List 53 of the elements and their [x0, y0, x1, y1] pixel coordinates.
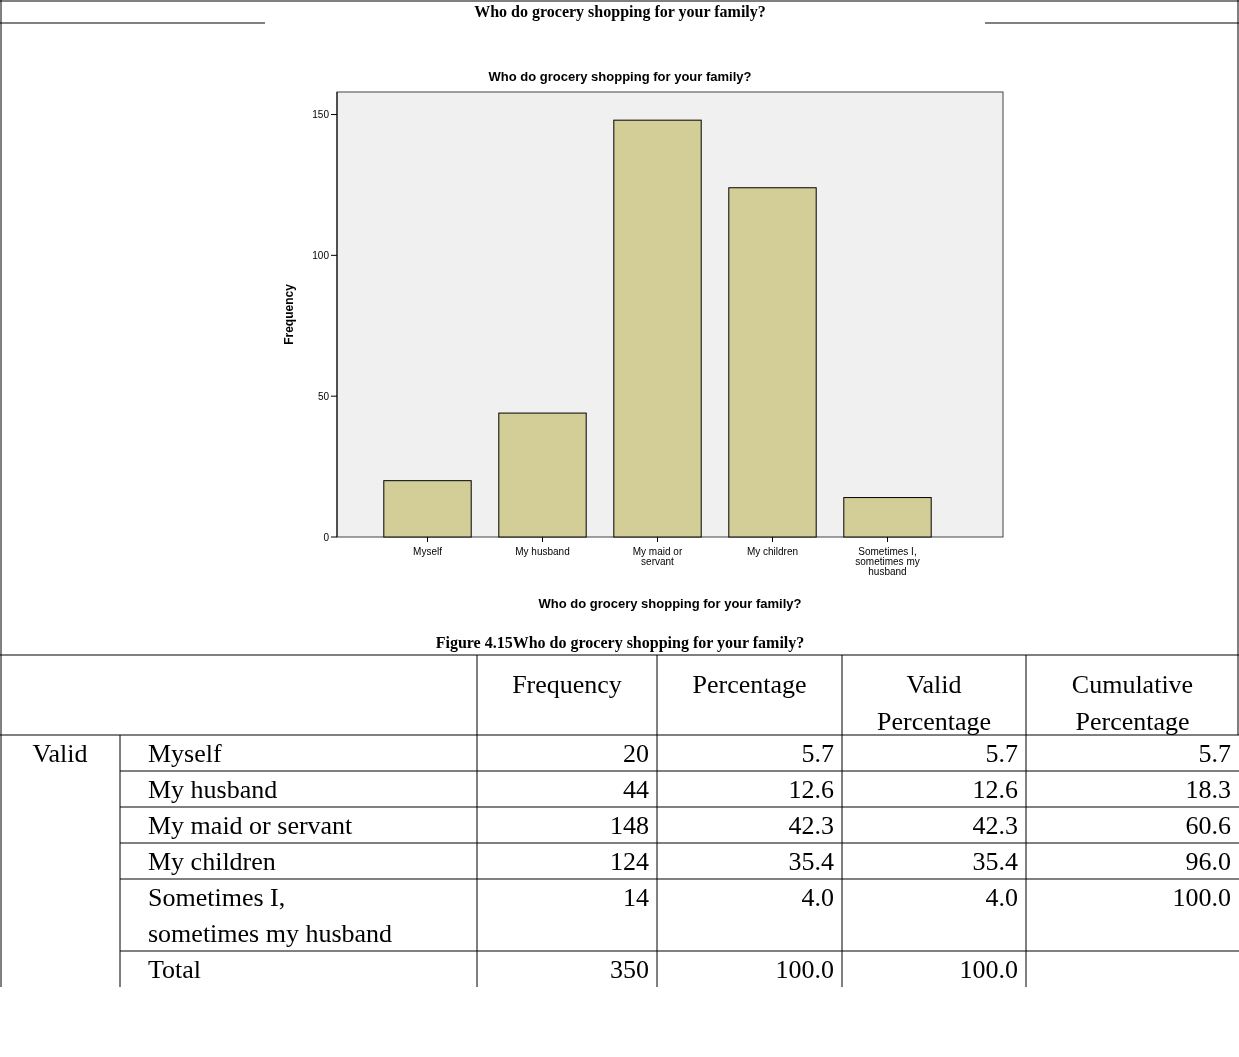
category-label: My maid or servant — [148, 811, 354, 840]
data-label: 5.7 — [985, 739, 1018, 768]
text: Who do grocery shopping for your family? — [474, 3, 766, 21]
data-label: 124 — [610, 847, 649, 876]
category-label: Total — [148, 955, 202, 984]
data-label: 5.7 — [1198, 739, 1231, 768]
data-label: 42.3 — [788, 811, 834, 840]
chart-title: Who do grocery shopping for your family? — [488, 69, 752, 84]
data-label: 148 — [610, 811, 649, 840]
y-tick-label: 50 — [317, 390, 330, 402]
text: Valid Percentage — [876, 670, 992, 736]
data-label: 42.3 — [972, 811, 1018, 840]
y-axis-title: Frequency — [282, 283, 296, 345]
data-label: 12.6 — [972, 775, 1018, 804]
text: Percentage — [692, 670, 807, 699]
data-label: 100.0 — [1172, 883, 1231, 912]
x-tick-label: My husband — [515, 546, 570, 557]
data-label: 20 — [623, 739, 649, 768]
data-label: 96.0 — [1185, 847, 1231, 876]
data-label: 35.4 — [788, 847, 834, 876]
data-label: 100.0 — [959, 955, 1018, 984]
y-tick-label: 0 — [323, 531, 330, 543]
text: Frequency — [512, 670, 622, 699]
x-tick-label: Sometimes I, sometimes my husband — [855, 546, 920, 577]
y-tick-label: 100 — [312, 249, 330, 261]
x-tick-label: Myself — [413, 546, 443, 557]
caption: Figure 4.15Who do grocery shopping for your family? — [435, 634, 805, 652]
category-label: Sometimes I, sometimes my husband — [148, 883, 393, 948]
bar — [498, 412, 587, 538]
category-label: My children — [148, 847, 276, 876]
data-label: 44 — [623, 775, 649, 804]
data-label: 4.0 — [985, 883, 1018, 912]
bar — [613, 119, 702, 538]
text: Valid — [32, 739, 88, 768]
x-tick-label: My children — [746, 546, 799, 557]
data-label: 12.6 — [788, 775, 834, 804]
data-label: 35.4 — [972, 847, 1018, 876]
data-label: 18.3 — [1185, 775, 1231, 804]
x-axis-title: Who do grocery shopping for your family? — [538, 596, 802, 611]
x-tick-label: My maid or servant — [632, 546, 683, 567]
bar — [383, 480, 472, 538]
data-label: 350 — [610, 955, 649, 984]
data-label: 14 — [623, 883, 649, 912]
data-label: 60.6 — [1185, 811, 1231, 840]
y-tick-label: 150 — [312, 109, 330, 121]
data-label: 4.0 — [801, 883, 834, 912]
data-label: 5.7 — [801, 739, 834, 768]
text: Cumulative Percentage — [1071, 670, 1194, 736]
category-label: Myself — [148, 739, 222, 768]
category-label: My husband — [148, 775, 278, 804]
data-label: 100.0 — [775, 955, 834, 984]
bar — [728, 187, 817, 538]
bar — [843, 497, 932, 538]
